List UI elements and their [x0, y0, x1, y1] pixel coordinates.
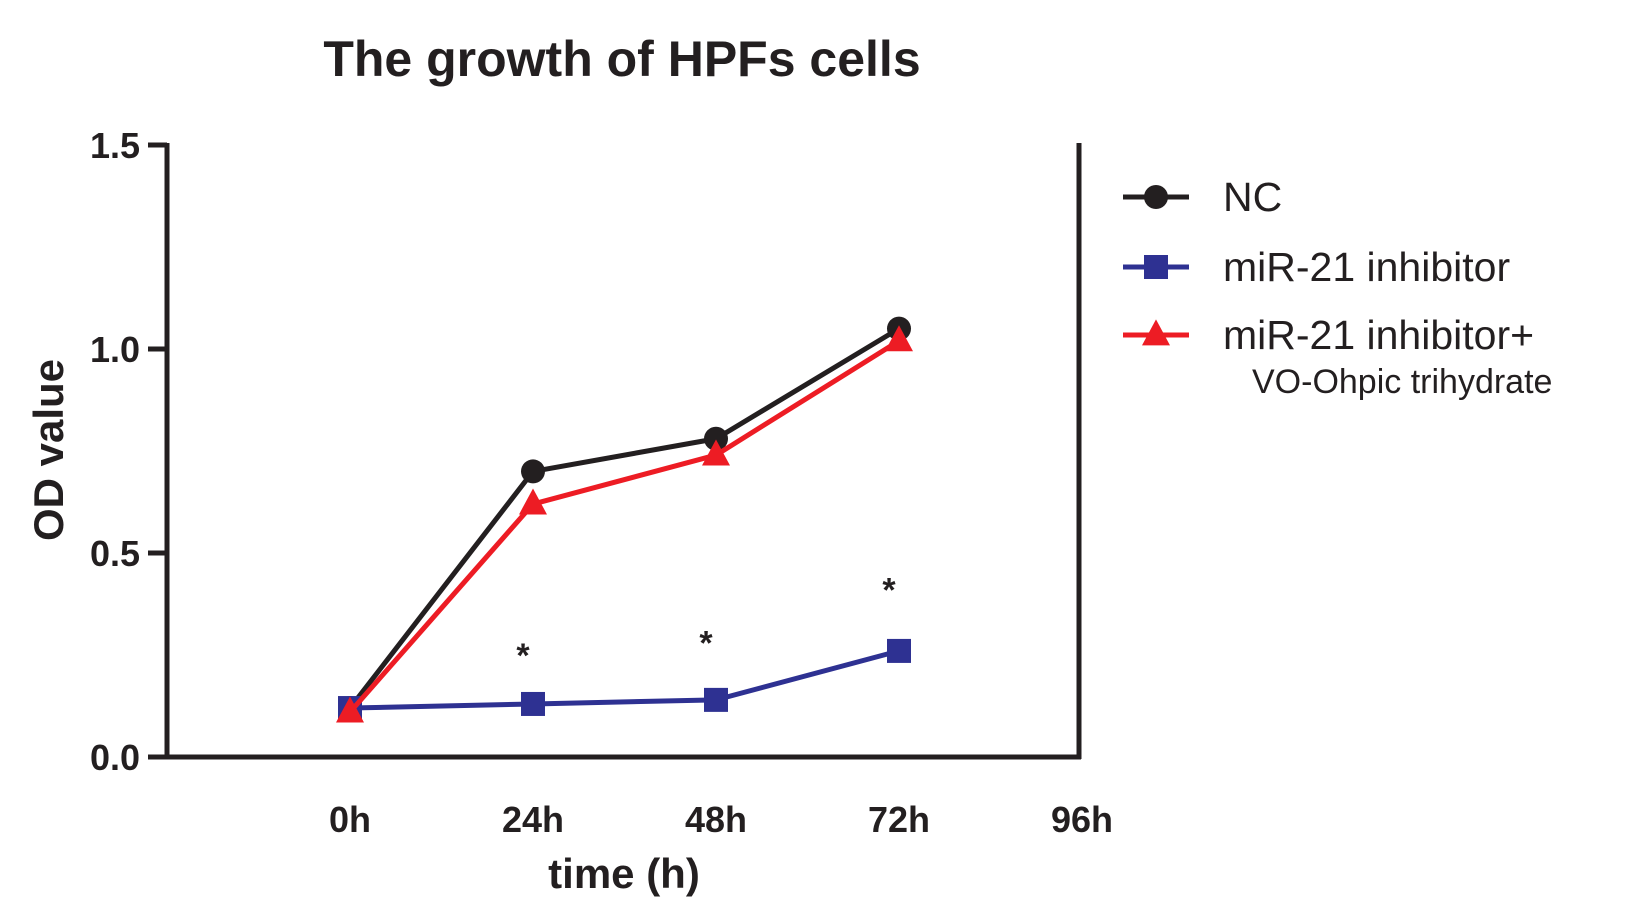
significance-asterisk: * — [699, 625, 713, 663]
legend-label: NC — [1223, 174, 1282, 220]
data-point — [336, 696, 364, 723]
legend-item: NC — [1123, 174, 1282, 220]
y-tick-label: 1.0 — [90, 329, 140, 370]
legend-item: miR-21 inhibitor+ VO-Ohpic trihydrate — [1123, 312, 1552, 401]
legend: NC miR-21 inhibitor miR-21 inhibitor+ VO-Oh… — [1123, 174, 1552, 401]
y-ticks: 0.0 0.5 1.0 1.5 — [90, 125, 167, 778]
data-point — [704, 687, 728, 712]
legend-label-line2: VO-Ohpic trihydrate — [1252, 363, 1552, 401]
axes — [164, 143, 1082, 760]
significance-asterisk: * — [516, 637, 530, 675]
significance-asterisk: * — [882, 572, 896, 610]
data-point — [885, 325, 913, 352]
x-tick-label: 0h — [329, 799, 371, 840]
y-tick-label: 0.5 — [90, 533, 140, 574]
y-tick-label: 1.5 — [90, 125, 140, 166]
data-point — [887, 638, 911, 663]
y-tick-label: 0.0 — [90, 737, 140, 778]
data-point — [521, 691, 545, 716]
x-axis-title: time (h) — [548, 850, 700, 897]
legend-marker-circle-icon — [1144, 185, 1168, 209]
legend-label: miR-21 inhibitor+ — [1223, 312, 1534, 358]
legend-marker-square-icon — [1144, 255, 1168, 279]
data-point — [519, 488, 547, 515]
series-layer — [336, 316, 913, 723]
data-point — [702, 439, 730, 466]
series-mir-21-inhibitor — [338, 638, 911, 721]
series-line — [348, 326, 901, 710]
data-point — [704, 426, 728, 451]
series-line — [348, 338, 901, 714]
x-tick-label: 96h — [1051, 799, 1113, 840]
series-nc — [338, 316, 911, 721]
x-tick-label: 72h — [868, 799, 930, 840]
x-ticks: 0h 24h 48h 72h 96h — [329, 799, 1113, 840]
legend-label: miR-21 inhibitor — [1223, 244, 1510, 290]
series-line — [349, 648, 900, 711]
y-axis-title: OD value — [25, 359, 72, 541]
legend-item: miR-21 inhibitor — [1123, 244, 1510, 290]
x-tick-label: 48h — [685, 799, 747, 840]
legend-marker-triangle-icon — [1142, 319, 1170, 346]
annotations: * * * — [516, 572, 896, 675]
chart-title: The growth of HPFs cells — [323, 31, 920, 87]
x-tick-label: 24h — [502, 799, 564, 840]
series-mir-21-inhibitor — [336, 325, 913, 723]
data-point — [521, 459, 545, 484]
